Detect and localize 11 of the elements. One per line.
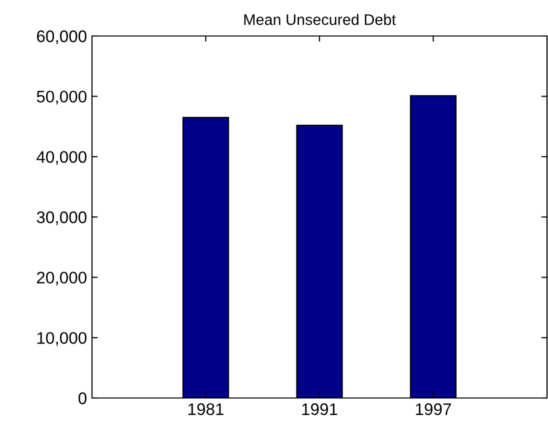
x-tick-label: 1997 bbox=[416, 403, 451, 416]
y-tick-label: 10,000 bbox=[37, 332, 86, 346]
y-tick-label: 20,000 bbox=[37, 272, 86, 286]
chart-title: Mean Unsecured Debt bbox=[244, 14, 396, 26]
y-tick-label: 0 bbox=[78, 392, 86, 404]
y-tick-label: 50,000 bbox=[36, 90, 86, 105]
y-tick-label: 60,000 bbox=[37, 30, 86, 44]
y-tick-label: 40,000 bbox=[36, 151, 86, 165]
x-tick-label: 1991 bbox=[302, 403, 338, 416]
y-tick-label: 30,000 bbox=[36, 211, 86, 226]
x-tick-label: 1981 bbox=[188, 403, 224, 416]
